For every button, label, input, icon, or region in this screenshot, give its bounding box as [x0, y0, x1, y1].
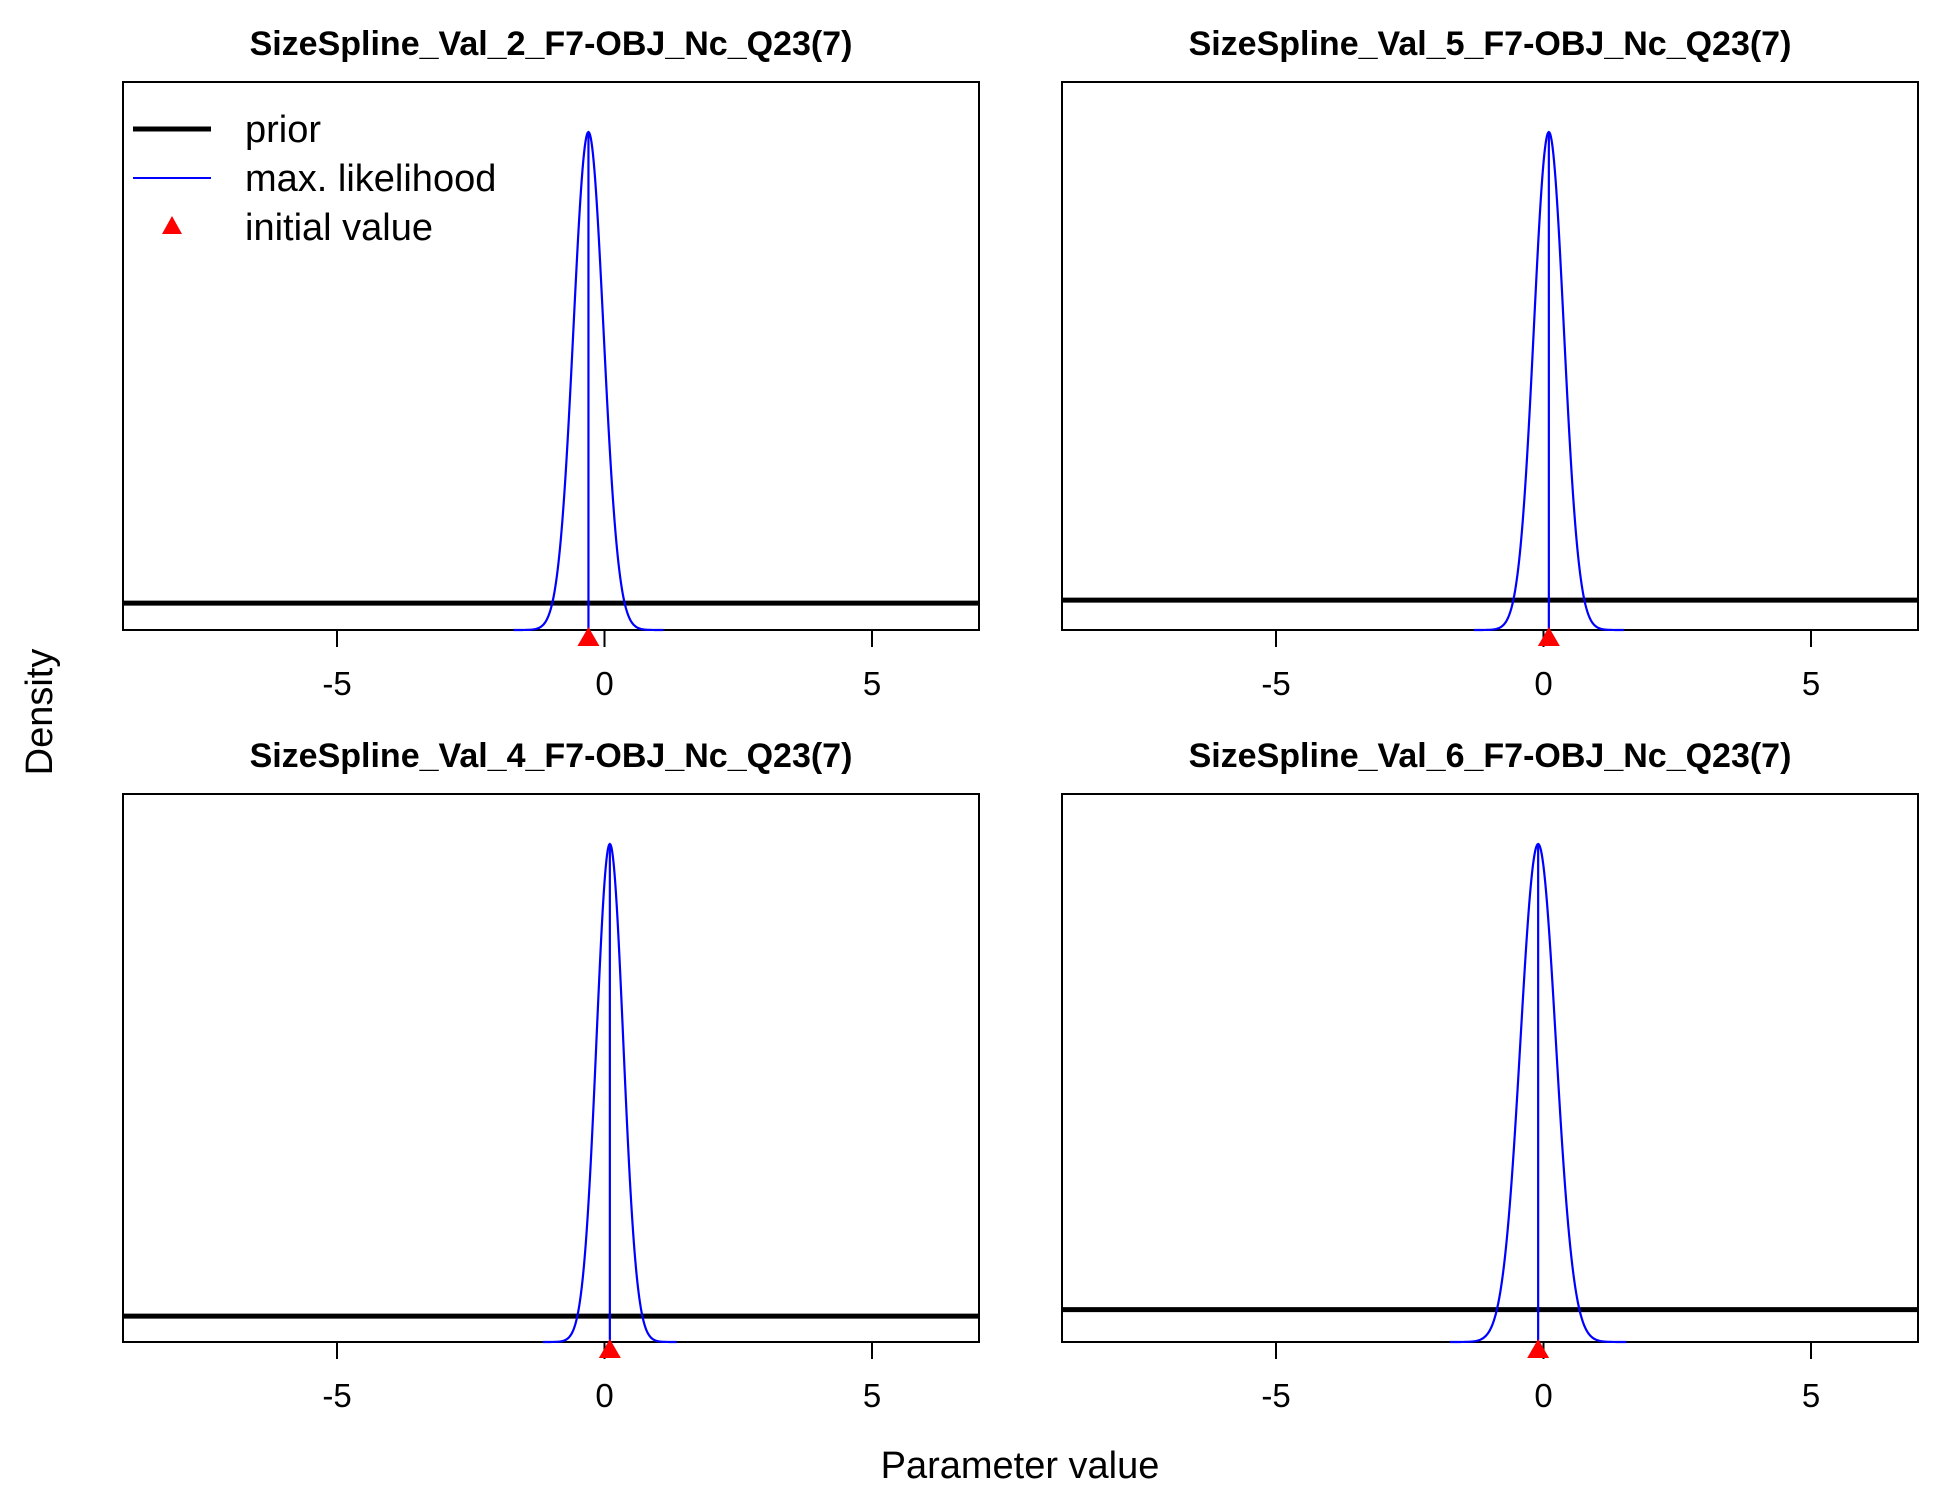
- legend-swatch-initial: [162, 216, 182, 234]
- panel-title: SizeSpline_Val_2_F7-OBJ_Nc_Q23(7): [250, 25, 853, 63]
- initial-value-marker: [1527, 1339, 1550, 1358]
- x-tick-label: -5: [1261, 665, 1290, 702]
- panel-3: SizeSpline_Val_4_F7-OBJ_Nc_Q23(7) -5 0 5: [122, 737, 980, 1414]
- initial-value-marker: [577, 627, 600, 646]
- x-tick-label: 0: [1534, 665, 1552, 702]
- panel-title: SizeSpline_Val_6_F7-OBJ_Nc_Q23(7): [1189, 737, 1792, 775]
- panel-title: SizeSpline_Val_4_F7-OBJ_Nc_Q23(7): [250, 737, 853, 775]
- plot-frame: [1061, 793, 1919, 1343]
- legend: prior max. likelihood initial value: [133, 109, 496, 249]
- plot-frame: [122, 793, 980, 1343]
- x-tick-label: -5: [1261, 1377, 1290, 1414]
- panels: SizeSpline_Val_2_F7-OBJ_Nc_Q23(7)-5 0 5Siz…: [122, 25, 1919, 1414]
- panel-2: SizeSpline_Val_5_F7-OBJ_Nc_Q23(7) -5 0 5: [1061, 25, 1919, 702]
- x-axis-label: Parameter value: [881, 1445, 1160, 1487]
- x-tick-label: 5: [863, 665, 881, 702]
- plot-frame: [122, 81, 980, 631]
- x-tick-label: 0: [595, 665, 613, 702]
- panel-4: SizeSpline_Val_6_F7-OBJ_Nc_Q23(7) -5 0 5: [1061, 737, 1919, 1414]
- legend-label: max. likelihood: [245, 158, 496, 200]
- plot-frame: [1061, 81, 1919, 631]
- x-tick-label: 0: [1534, 1377, 1552, 1414]
- panel-1: SizeSpline_Val_2_F7-OBJ_Nc_Q23(7) -5 0 5: [122, 25, 980, 702]
- x-tick-label: 5: [1802, 665, 1820, 702]
- initial-value-marker: [598, 1339, 621, 1358]
- x-tick-label: 5: [1802, 1377, 1820, 1414]
- legend-label: prior: [245, 109, 321, 151]
- initial-value-marker: [1537, 627, 1560, 646]
- x-tick-label: -5: [322, 665, 351, 702]
- panel-title: SizeSpline_Val_5_F7-OBJ_Nc_Q23(7): [1189, 25, 1792, 63]
- x-tick-label: -5: [322, 1377, 351, 1414]
- y-axis-label: Density: [19, 649, 61, 776]
- x-tick-label: 0: [595, 1377, 613, 1414]
- x-tick-label: 5: [863, 1377, 881, 1414]
- legend-label: initial value: [245, 207, 433, 249]
